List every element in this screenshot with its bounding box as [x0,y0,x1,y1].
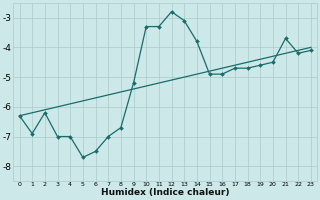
X-axis label: Humidex (Indice chaleur): Humidex (Indice chaleur) [101,188,229,197]
